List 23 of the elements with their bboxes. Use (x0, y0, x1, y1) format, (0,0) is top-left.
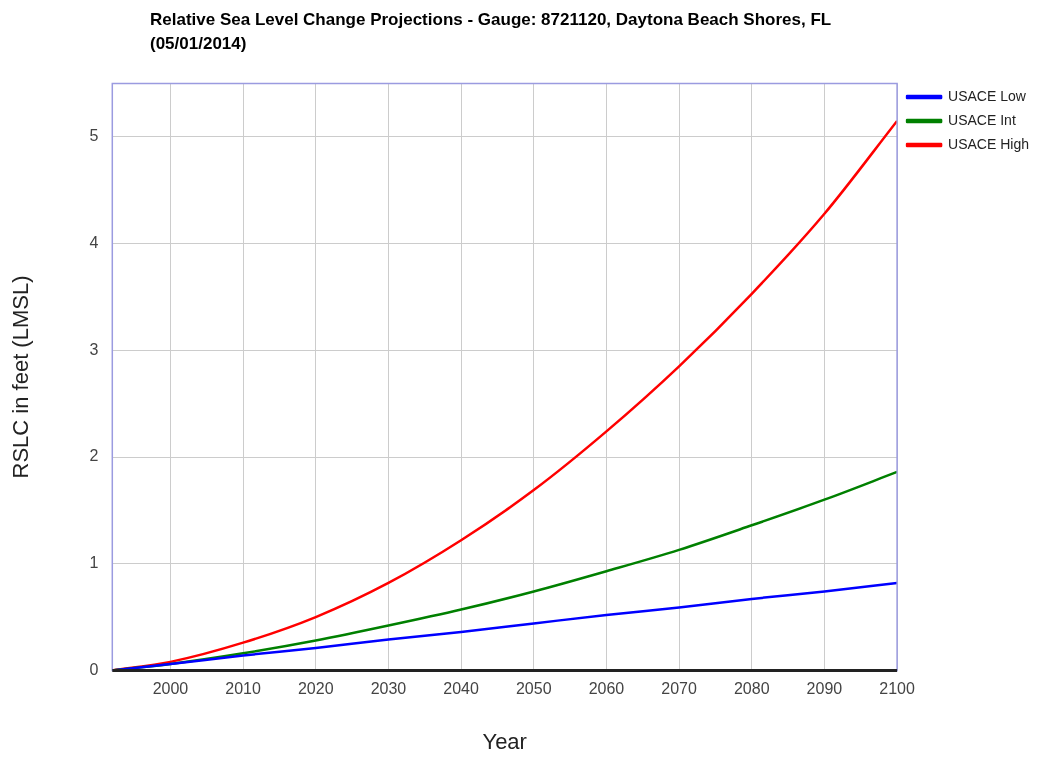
x-tick-label: 2010 (225, 680, 261, 698)
x-tick-label: 2060 (588, 680, 625, 698)
x-tick-label: 2100 (879, 680, 915, 698)
y-tick-label: 5 (89, 127, 99, 145)
x-tick-label: 2050 (515, 680, 552, 698)
legend-label: USACE Low (948, 87, 1027, 104)
x-axis-title: Year (482, 728, 527, 754)
y-tick-label: 0 (89, 660, 99, 678)
y-axis-title: RSLC in feet (LMSL) (8, 275, 34, 479)
x-tick-label: 2020 (297, 680, 334, 698)
chart-title: Relative Sea Level Change Projections - Gauge: 8721120, Daytona Beach Shores, FL (05/01/2014) (150, 9, 832, 55)
legend-label: USACE Int (948, 111, 1016, 128)
y-tick-label: 2 (89, 447, 99, 465)
x-tick-label: 2080 (733, 680, 770, 698)
x-tick-label: 2040 (443, 680, 479, 698)
y-tick-label: 4 (89, 234, 99, 252)
x-tick-label: 2070 (661, 680, 697, 698)
x-tick-label: 2030 (370, 680, 407, 698)
x-tick-label: 2000 (152, 680, 189, 698)
x-tick-label: 2090 (806, 680, 843, 698)
y-tick-label: 1 (89, 554, 99, 572)
legend-label: USACE High (948, 135, 1029, 152)
y-tick-label: 3 (89, 340, 99, 358)
